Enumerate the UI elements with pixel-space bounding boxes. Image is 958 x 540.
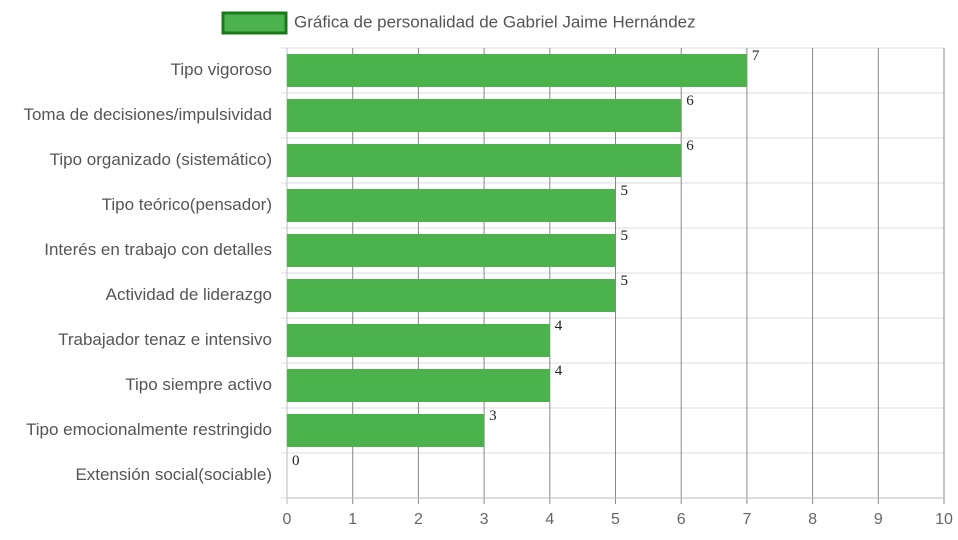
y-tick-label: Tipo organizado (sistemático) [50, 150, 272, 169]
value-label: 4 [555, 363, 563, 379]
value-label: 6 [686, 93, 694, 109]
x-tick-label: 7 [742, 511, 751, 528]
bar [287, 189, 616, 222]
y-tick-label: Tipo vigoroso [171, 60, 272, 79]
y-tick-label: Actividad de liderazgo [106, 285, 272, 304]
bar [287, 54, 747, 87]
x-tick-label: 2 [414, 511, 423, 528]
value-label: 0 [292, 453, 300, 469]
x-tick-label: 3 [480, 511, 489, 528]
bar [287, 279, 616, 312]
x-tick-label: 9 [874, 511, 883, 528]
x-tick-label: 6 [677, 511, 686, 528]
value-label: 5 [621, 183, 629, 199]
value-label: 5 [621, 273, 629, 289]
y-tick-label: Tipo siempre activo [125, 375, 272, 394]
value-label: 4 [555, 318, 563, 334]
bar [287, 414, 485, 447]
bar [287, 324, 550, 357]
value-label: 5 [621, 228, 629, 244]
value-label: 3 [489, 408, 497, 424]
legend-label: Gráfica de personalidad de Gabriel Jaime… [294, 12, 696, 31]
y-tick-label: Toma de decisiones/impulsividad [23, 105, 272, 124]
value-label: 7 [752, 48, 760, 64]
y-tick-label: Interés en trabajo con detalles [44, 240, 272, 259]
bar [287, 234, 616, 267]
bar [287, 99, 682, 132]
x-tick-label: 5 [611, 511, 620, 528]
x-tick-label: 8 [808, 511, 817, 528]
x-tick-label: 10 [935, 511, 953, 528]
legend-swatch [221, 11, 288, 35]
y-tick-label: Tipo teórico(pensador) [102, 195, 272, 214]
x-tick-label: 1 [348, 511, 357, 528]
y-tick-label: Trabajador tenaz e intensivo [58, 330, 272, 349]
bar [287, 144, 682, 177]
y-tick-label: Tipo emocionalmente restringido [26, 420, 272, 439]
bar [287, 369, 550, 402]
x-tick-label: 4 [545, 511, 554, 528]
y-tick-label: Extensión social(sociable) [75, 465, 272, 484]
x-tick-label: 0 [283, 511, 292, 528]
value-label: 6 [686, 138, 694, 154]
